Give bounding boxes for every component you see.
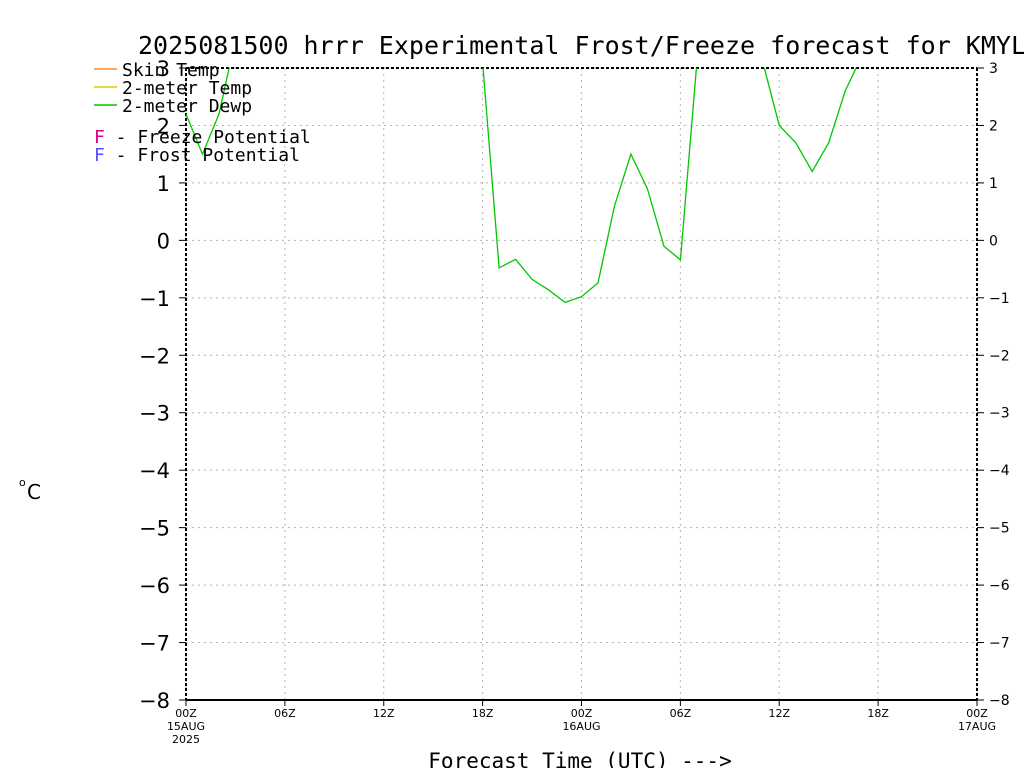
legend-label: 2-meter Dewp: [122, 96, 252, 117]
potential-letter: F: [94, 127, 105, 148]
axes: [179, 67, 984, 706]
y-tick-label-right: −4: [989, 463, 1010, 479]
y-tick-label-right: −6: [989, 578, 1010, 594]
x-tick-label: 2025: [172, 733, 200, 746]
y-tick-label-left: 1: [157, 172, 170, 196]
potential-letter: F: [94, 145, 105, 166]
y-tick-label-right: −1: [989, 291, 1010, 307]
series-line-2-meter-dewp: [186, 68, 857, 304]
x-tick-label: 18Z: [472, 707, 494, 720]
x-tick-label: 00Z: [571, 707, 593, 720]
x-tick-label: 12Z: [373, 707, 395, 720]
grid-lines: [185, 67, 978, 701]
potential-text: - Freeze Potential: [105, 127, 311, 148]
series-lines: [186, 68, 857, 304]
x-axis-label: Forecast Time (UTC) --->: [428, 749, 731, 768]
x-tick-label: 00Z: [175, 707, 197, 720]
y-tick-label-left: −7: [139, 632, 170, 656]
chart-title: 2025081500 hrrr Experimental Frost/Freez…: [138, 31, 1024, 60]
y-tick-label-left: 3: [157, 57, 170, 81]
y-tick-label-right: −5: [989, 521, 1010, 537]
legend-label: Skin Temp: [122, 60, 220, 81]
y-tick-label-right: 0: [989, 233, 998, 249]
y-tick-label-right: 2: [989, 118, 998, 134]
y-tick-label-right: −2: [989, 348, 1010, 364]
y-tick-labels-left: 3 2 1 0 −1 −2 −3 −4 −5 −6 −7 −8: [139, 57, 170, 713]
potential-text: - Frost Potential: [105, 145, 300, 166]
y-tick-label-left: −5: [139, 517, 170, 541]
y-tick-labels-right: 3 2 1 0 −1 −2 −3 −4 −5 −6 −7 −8: [989, 61, 1010, 709]
y-tick-label-left: −1: [139, 287, 170, 311]
y-tick-label-right: −7: [989, 636, 1010, 652]
y-tick-label-right: 1: [989, 176, 998, 192]
y-tick-label-left: −6: [139, 574, 170, 598]
y-tick-label-right: −8: [989, 693, 1010, 709]
y-tick-label-left: −8: [139, 689, 170, 713]
y-axis-unit-degree: o: [19, 476, 26, 489]
x-tick-label: 00Z: [966, 707, 988, 720]
y-tick-label-left: 2: [157, 114, 170, 138]
x-tick-label: 12Z: [768, 707, 790, 720]
x-tick-label: 15AUG: [167, 720, 205, 733]
x-tick-label: 18Z: [867, 707, 889, 720]
y-tick-label-left: −2: [139, 344, 170, 368]
x-tick-label: 17AUG: [958, 720, 996, 733]
potential-legend-item: F - Frost Potential: [94, 145, 300, 166]
y-tick-label-right: −3: [989, 406, 1010, 422]
legend-label: 2-meter Temp: [122, 78, 252, 99]
x-tick-label: 06Z: [274, 707, 296, 720]
y-tick-label-left: 0: [157, 229, 170, 253]
x-tick-label: 16AUG: [562, 720, 600, 733]
y-tick-label-left: −4: [139, 459, 170, 483]
y-tick-label-right: 3: [989, 61, 998, 77]
y-axis-label: C: [27, 480, 41, 504]
x-tick-label: 06Z: [670, 707, 692, 720]
y-tick-label-left: −3: [139, 402, 170, 426]
potential-legend-item: F - Freeze Potential: [94, 127, 311, 148]
